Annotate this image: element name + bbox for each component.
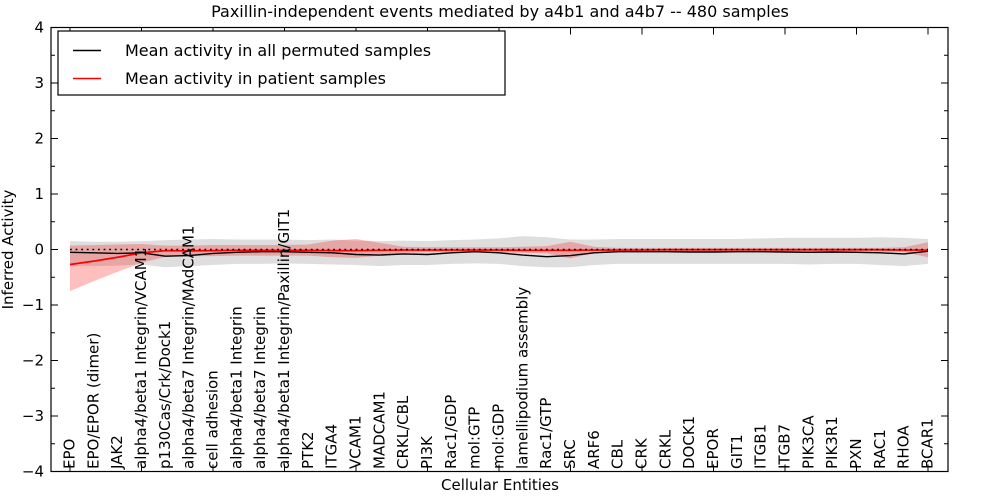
x-tick-label: PI3K (418, 435, 436, 469)
data-lines (69, 248, 929, 266)
x-tick-label: PIK3CA (799, 415, 817, 469)
x-tick-label: PIK3R1 (823, 416, 841, 469)
x-tick-label: BCAR1 (919, 418, 937, 469)
x-tick-label: EPO (61, 439, 79, 469)
y-tick-label: −1 (22, 296, 44, 314)
x-tick-label: ARF6 (585, 430, 603, 469)
x-tick-label: mol:GDP (490, 404, 508, 469)
legend: Mean activity in all permuted samples Me… (57, 30, 506, 96)
permuted-std-band (70, 236, 928, 268)
x-tick-label: VCAM1 (347, 416, 365, 469)
y-tick-label: 1 (34, 185, 44, 203)
x-tick-label: RAC1 (871, 429, 889, 469)
x-tick-label: CRK (633, 437, 651, 469)
x-tick-label: GIT1 (728, 434, 746, 469)
x-tick-label: RHOA (895, 425, 913, 469)
x-tick-label: ITGB7 (776, 424, 794, 469)
y-tick-label: 0 (34, 241, 44, 259)
x-tick-label: CRKL/CBL (394, 395, 412, 469)
x-tick-label: lamellipodium assembly (513, 287, 531, 469)
y-axis-label: Inferred Activity (0, 189, 17, 309)
x-tick-label: PXN (847, 438, 865, 469)
x-tick-label: alpha4/beta7 Integrin (251, 306, 269, 469)
y-tick-labels: −4 −3 −2 −1 0 1 2 3 4 (22, 19, 44, 481)
y-tick-label: −4 (22, 463, 44, 481)
x-tick-label: EPO/EPOR (dimer) (84, 333, 102, 469)
confidence-bands (70, 236, 928, 292)
x-tick-label: CBL (609, 439, 627, 469)
y-tick-label: −3 (22, 407, 44, 425)
legend-label-permuted: Mean activity in all permuted samples (125, 41, 431, 60)
y-tick-label: 2 (34, 130, 44, 148)
x-tick-label: alpha4/beta1 Integrin (227, 306, 245, 469)
x-tick-label: alpha4/beta7 Integrin/MAdCAM1 (180, 226, 198, 469)
x-tick-label: alpha4/beta1 Integrin/VCAM1 (132, 248, 150, 469)
axis-ticks (51, 27, 948, 472)
x-tick-label: DOCK1 (680, 416, 698, 469)
x-tick-labels: EPO EPO/EPOR (dimer) JAK2 alpha4/beta1 Inte… (61, 209, 937, 470)
legend-label-patient: Mean activity in patient samples (125, 69, 386, 88)
x-tick-label: CRKL (656, 429, 674, 469)
permuted-mean-line (69, 250, 929, 258)
legend-box (57, 30, 506, 96)
x-tick-label: Rac1/GTP (537, 398, 555, 469)
x-tick-label: JAK2 (108, 435, 126, 470)
y-tick-label: 4 (34, 19, 44, 37)
x-tick-label: cell adhesion (204, 370, 222, 469)
x-tick-label: mol:GTP (466, 407, 484, 469)
x-tick-label: MADCAM1 (370, 391, 388, 469)
x-tick-label: alpha4/beta1 Integrin/Paxillin/GIT1 (275, 209, 293, 469)
y-tick-label: −2 (22, 352, 44, 370)
x-axis-label: Cellular Entities (441, 476, 559, 494)
patient-mean-line (69, 248, 928, 266)
y-tick-label: 3 (34, 74, 44, 92)
x-tick-label: ITGB1 (752, 424, 770, 469)
x-tick-label: SRC (561, 439, 579, 469)
x-tick-label: ITGA4 (323, 424, 341, 469)
x-tick-label: Rac1/GDP (442, 395, 460, 469)
chart-title: Paxillin-independent events mediated by … (211, 2, 789, 21)
x-tick-label: EPOR (704, 428, 722, 469)
x-tick-label: p130Cas/Crk/Dock1 (156, 321, 174, 469)
x-tick-label: PTK2 (299, 431, 317, 469)
